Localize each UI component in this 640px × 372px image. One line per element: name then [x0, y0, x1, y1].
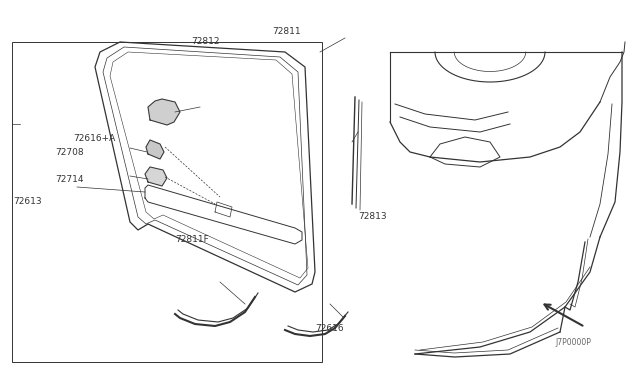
Text: 72813: 72813	[358, 212, 387, 221]
Text: 72616+A: 72616+A	[73, 134, 115, 142]
Bar	[12, 42, 322, 362]
Text: 72708: 72708	[55, 148, 84, 157]
Polygon shape	[146, 140, 164, 159]
Text: 72613: 72613	[13, 197, 42, 206]
Text: 72616: 72616	[315, 324, 344, 333]
Text: 72811F: 72811F	[175, 235, 209, 244]
Text: J7P0000P: J7P0000P	[555, 338, 591, 347]
Polygon shape	[148, 99, 180, 125]
Text: 72714: 72714	[55, 174, 83, 183]
Polygon shape	[145, 167, 167, 186]
Text: 72811: 72811	[272, 27, 301, 36]
Text: 72812: 72812	[191, 37, 220, 46]
